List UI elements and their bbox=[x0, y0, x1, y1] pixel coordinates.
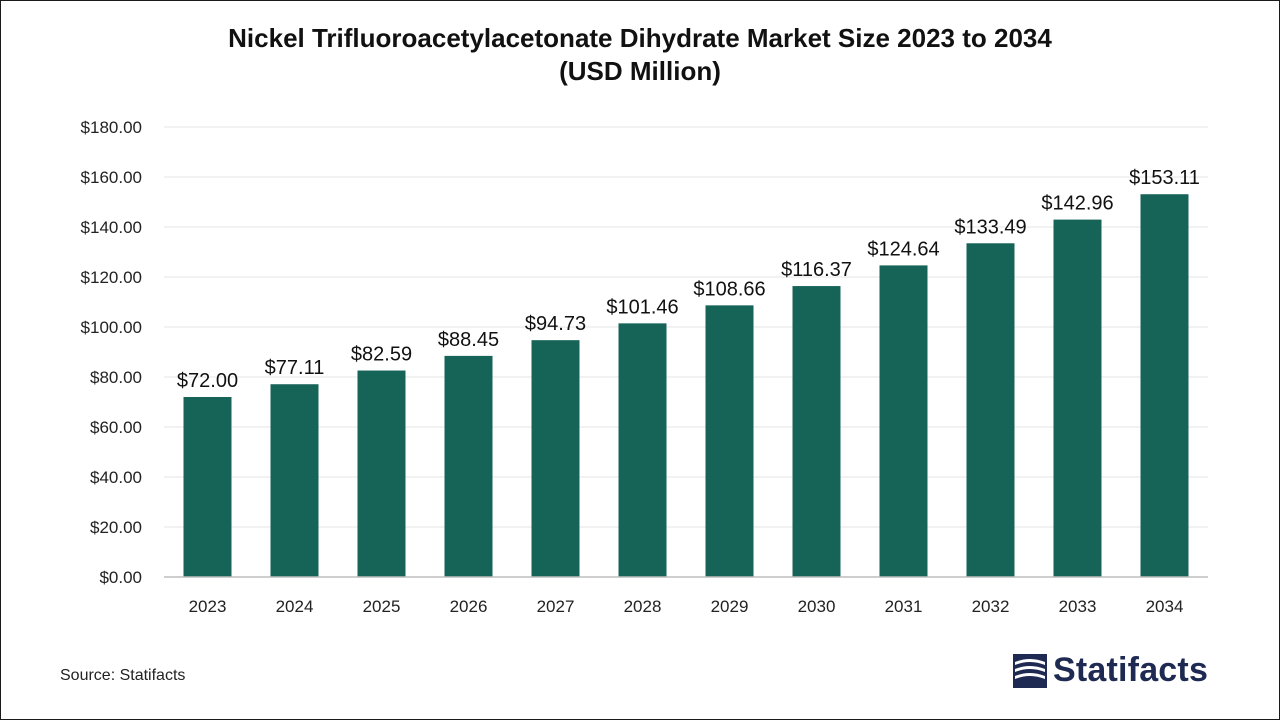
y-tick-label: $0.00 bbox=[99, 568, 142, 587]
x-tick-label: 2034 bbox=[1146, 597, 1184, 616]
x-tick-label: 2033 bbox=[1059, 597, 1097, 616]
data-label: $153.11 bbox=[1129, 167, 1200, 189]
data-label: $108.66 bbox=[693, 278, 765, 300]
bars bbox=[183, 194, 1189, 577]
data-labels: $72.00 $77.11 $82.59 $88.45 $94.73 $101.46 $10… bbox=[177, 167, 1200, 392]
bar bbox=[444, 355, 493, 577]
data-label: $82.59 bbox=[351, 344, 412, 366]
data-label: $94.73 bbox=[525, 313, 586, 335]
bar bbox=[1140, 194, 1189, 577]
y-tick-label: $160.00 bbox=[81, 168, 142, 187]
x-tick-label: 2026 bbox=[450, 597, 488, 616]
x-tick-label: 2028 bbox=[624, 597, 662, 616]
x-tick-label: 2027 bbox=[537, 597, 575, 616]
bar bbox=[879, 265, 928, 577]
y-axis-ticks: $0.00 $20.00 $40.00 $60.00 $80.00 $100.00 $120… bbox=[81, 118, 142, 587]
bar bbox=[531, 340, 580, 577]
data-label: $116.37 bbox=[781, 259, 852, 281]
x-tick-label: 2023 bbox=[189, 597, 227, 616]
x-tick-label: 2030 bbox=[798, 597, 836, 616]
bar bbox=[966, 243, 1015, 577]
x-tick-label: 2029 bbox=[711, 597, 749, 616]
bar bbox=[270, 384, 319, 577]
y-tick-label: $40.00 bbox=[90, 468, 142, 487]
y-tick-label: $80.00 bbox=[90, 368, 142, 387]
x-tick-label: 2025 bbox=[363, 597, 401, 616]
y-tick-label: $100.00 bbox=[81, 318, 142, 337]
x-axis-ticks: 2023 2024 2025 2026 2027 2028 2029 2030 2031 2032… bbox=[189, 597, 1184, 616]
y-tick-label: $20.00 bbox=[90, 518, 142, 537]
data-label: $124.64 bbox=[867, 238, 939, 260]
y-tick-label: $140.00 bbox=[81, 218, 142, 237]
y-tick-label: $180.00 bbox=[81, 118, 142, 137]
statifacts-logo: Statifacts bbox=[1013, 650, 1223, 692]
bar bbox=[618, 323, 667, 577]
bar bbox=[705, 305, 754, 577]
chart-title: Nickel Trifluoroacetylacetonate Dihydrat… bbox=[0, 22, 1280, 88]
x-tick-label: 2031 bbox=[885, 597, 923, 616]
data-label: $142.96 bbox=[1041, 193, 1113, 215]
bar bbox=[183, 397, 232, 577]
bar bbox=[792, 286, 841, 577]
bar bbox=[1053, 219, 1102, 577]
statifacts-logo-text: Statifacts bbox=[1053, 651, 1209, 689]
y-tick-label: $120.00 bbox=[81, 268, 142, 287]
y-tick-label: $60.00 bbox=[90, 418, 142, 437]
chart-title-line-1: Nickel Trifluoroacetylacetonate Dihydrat… bbox=[228, 23, 1052, 53]
data-label: $133.49 bbox=[954, 216, 1026, 238]
x-tick-label: 2032 bbox=[972, 597, 1010, 616]
data-label: $72.00 bbox=[177, 370, 238, 392]
chart-title-line-2: (USD Million) bbox=[559, 56, 721, 86]
data-label: $101.46 bbox=[606, 296, 678, 318]
gridlines bbox=[164, 126, 1208, 528]
x-tick-label: 2024 bbox=[276, 597, 314, 616]
statifacts-logo-icon bbox=[1013, 654, 1047, 688]
data-label: $88.45 bbox=[438, 329, 499, 351]
source-note: Source: Statifacts bbox=[60, 667, 186, 684]
data-label: $77.11 bbox=[265, 357, 325, 379]
bar bbox=[357, 370, 406, 577]
